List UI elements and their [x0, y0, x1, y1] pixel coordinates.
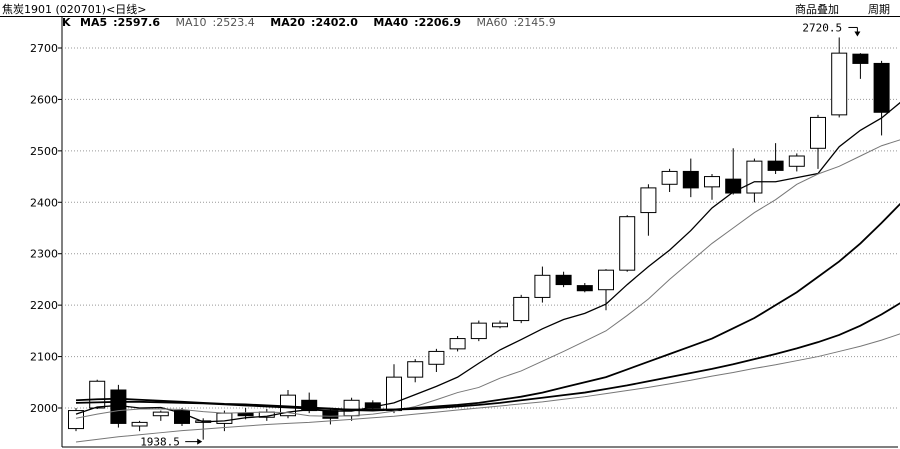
candle-body-13	[343, 399, 360, 417]
high-annotation: 2720.5	[802, 21, 842, 34]
y-tick-label-2000: 2000	[30, 402, 58, 415]
ma10-legend-item: MA10:2523.4	[175, 16, 255, 29]
candle-body-20	[492, 322, 508, 328]
candle-body-5	[174, 410, 190, 424]
candle-body-8	[237, 412, 254, 417]
ma5-legend-item: MA5:2597.6	[80, 16, 161, 29]
y-tick-label-2400: 2400	[30, 196, 58, 209]
y-tick-label-2300: 2300	[30, 248, 58, 261]
candle-body-23	[555, 274, 572, 286]
candle-body-11	[301, 399, 318, 412]
candle-body-36	[831, 52, 848, 116]
y-tick-label-2700: 2700	[30, 42, 58, 55]
candle-body-4	[152, 411, 169, 417]
ma-line-ma60	[75, 333, 900, 443]
commodity-overlay-menu[interactable]: 商品叠加	[795, 3, 839, 16]
chart-header: 焦炭1901 (020701)<日线> 商品叠加 周期	[0, 0, 900, 17]
candle-body-16	[407, 361, 424, 378]
candle-body-34	[788, 155, 805, 167]
high-pointer-arrow	[854, 31, 861, 37]
ma-line-ma10	[75, 139, 900, 419]
ma60-legend-item: MA60:2145.9	[476, 16, 556, 29]
candle-body-17	[428, 350, 445, 365]
y-tick-label-2500: 2500	[30, 145, 58, 158]
candle-body-7	[216, 412, 233, 424]
candle-body-32	[746, 160, 763, 194]
candle-body-22	[534, 274, 551, 298]
candle-body-33	[767, 160, 784, 171]
candle-body-27	[640, 187, 657, 214]
candle-body-28	[661, 170, 678, 185]
y-tick-label-2200: 2200	[30, 299, 58, 312]
low-pointer-arrow	[197, 438, 203, 445]
candle-body-38	[873, 62, 890, 113]
candle-body-26	[619, 216, 636, 271]
candle-body-3	[131, 421, 148, 427]
candle-body-37	[852, 53, 869, 64]
candle-body-18	[449, 338, 466, 350]
chart-title: 焦炭1901 (020701)<日线>	[2, 3, 147, 16]
candle-body-21	[513, 296, 530, 322]
candle-body-35	[810, 116, 826, 149]
period-menu[interactable]: 周期	[868, 3, 890, 16]
candle-body-25	[598, 269, 614, 291]
ma40-legend-item: MA40:2206.9	[373, 16, 462, 29]
ma20-legend-item: MA20:2402.0	[270, 16, 358, 29]
candle-body-1	[89, 380, 106, 409]
candle-body-30	[704, 176, 720, 188]
k-label: K	[62, 16, 71, 29]
y-tick-label-2600: 2600	[30, 93, 58, 106]
ma-legend: K MA5:2597.6 MA10:2523.4 MA20:2402.0 MA4…	[62, 16, 568, 29]
ma-line-ma5	[75, 101, 900, 423]
candle-body-31	[725, 178, 742, 194]
low-annotation: 1938.5	[140, 436, 180, 449]
ma-line-ma20	[75, 202, 900, 412]
candle-body-15	[386, 376, 402, 412]
y-tick-label-2100: 2100	[30, 351, 58, 364]
candle-body-24	[576, 285, 593, 292]
ma-line-ma40	[75, 302, 900, 411]
candle-body-19	[470, 322, 487, 340]
candle-body-0	[68, 410, 84, 430]
candle-body-29	[682, 170, 699, 189]
